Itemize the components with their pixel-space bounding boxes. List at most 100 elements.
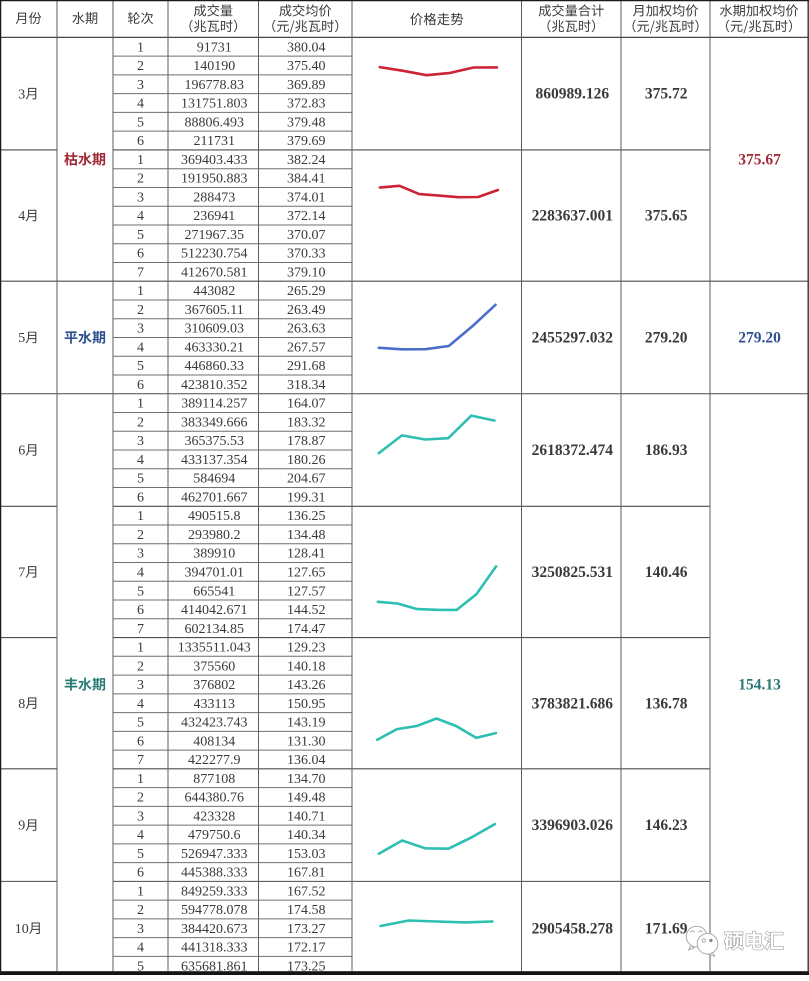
svg-text:6: 6 xyxy=(137,490,144,505)
svg-text:288473: 288473 xyxy=(193,190,235,205)
svg-text:146.23: 146.23 xyxy=(645,817,688,834)
svg-text:432423.743: 432423.743 xyxy=(181,716,248,731)
svg-text:3250825.531: 3250825.531 xyxy=(532,564,613,581)
svg-text:2905458.278: 2905458.278 xyxy=(532,920,614,937)
svg-text:375.67: 375.67 xyxy=(738,151,781,168)
svg-text:1: 1 xyxy=(137,153,144,168)
svg-text:140.18: 140.18 xyxy=(287,659,326,674)
svg-text:6: 6 xyxy=(137,378,144,393)
svg-text:3: 3 xyxy=(137,190,144,205)
svg-text:479750.6: 479750.6 xyxy=(188,828,241,843)
svg-text:2: 2 xyxy=(137,659,144,674)
svg-text:149.48: 149.48 xyxy=(287,791,326,806)
svg-text:375.72: 375.72 xyxy=(645,86,688,103)
svg-text:173.25: 173.25 xyxy=(287,959,326,974)
svg-text:2: 2 xyxy=(137,303,144,318)
svg-text:143.26: 143.26 xyxy=(287,678,326,693)
svg-text:8: 8 xyxy=(18,697,25,712)
svg-text:6: 6 xyxy=(137,603,144,618)
svg-text:178.87: 178.87 xyxy=(287,434,326,449)
svg-text:2618372.474: 2618372.474 xyxy=(532,442,614,459)
svg-text:3783821.686: 3783821.686 xyxy=(532,695,614,712)
svg-text:1: 1 xyxy=(137,772,144,787)
svg-text:3: 3 xyxy=(137,922,144,937)
svg-text:4: 4 xyxy=(137,941,144,956)
svg-text:128.41: 128.41 xyxy=(287,547,326,562)
svg-text:136.25: 136.25 xyxy=(287,509,326,524)
svg-text:367605.11: 367605.11 xyxy=(185,303,244,318)
svg-text:526947.333: 526947.333 xyxy=(181,847,248,862)
svg-text:860989.126: 860989.126 xyxy=(535,86,609,103)
svg-text:173.27: 173.27 xyxy=(287,922,326,937)
svg-text:6: 6 xyxy=(137,866,144,881)
svg-text:191950.883: 191950.883 xyxy=(181,172,248,187)
svg-text:2: 2 xyxy=(137,528,144,543)
svg-text:3: 3 xyxy=(137,809,144,824)
svg-text:1: 1 xyxy=(137,284,144,299)
svg-text:422277.9: 422277.9 xyxy=(188,753,241,768)
svg-text:136.04: 136.04 xyxy=(287,753,326,768)
svg-text:174.58: 174.58 xyxy=(287,903,326,918)
svg-text:5: 5 xyxy=(137,847,144,862)
svg-text:644380.76: 644380.76 xyxy=(185,791,245,806)
svg-text:4: 4 xyxy=(137,340,144,355)
svg-text:186.93: 186.93 xyxy=(645,442,688,459)
svg-text:408134: 408134 xyxy=(193,734,235,749)
svg-text:5: 5 xyxy=(137,228,144,243)
svg-text:140.71: 140.71 xyxy=(287,809,326,824)
svg-text:7: 7 xyxy=(137,753,144,768)
svg-text:140.34: 140.34 xyxy=(287,828,326,843)
svg-text:199.31: 199.31 xyxy=(287,490,326,505)
svg-text:153.03: 153.03 xyxy=(287,847,326,862)
svg-text:375560: 375560 xyxy=(193,659,235,674)
svg-text:380.04: 380.04 xyxy=(287,40,326,55)
svg-text:369403.433: 369403.433 xyxy=(181,153,248,168)
svg-text:423328: 423328 xyxy=(193,809,235,824)
svg-text:602134.85: 602134.85 xyxy=(185,622,245,637)
svg-text:370.33: 370.33 xyxy=(287,247,326,262)
svg-text:5: 5 xyxy=(137,959,144,974)
svg-text:5: 5 xyxy=(137,359,144,374)
svg-text:134.48: 134.48 xyxy=(287,528,326,543)
svg-text:174.47: 174.47 xyxy=(287,622,326,637)
svg-text:375.65: 375.65 xyxy=(645,208,688,225)
svg-text:370.07: 370.07 xyxy=(287,228,326,243)
svg-text:2: 2 xyxy=(137,59,144,74)
svg-text:445388.333: 445388.333 xyxy=(181,866,248,881)
svg-text:462701.667: 462701.667 xyxy=(181,490,248,505)
svg-text:5: 5 xyxy=(137,584,144,599)
svg-text:3: 3 xyxy=(137,678,144,693)
svg-text:443082: 443082 xyxy=(193,284,235,299)
svg-text:293980.2: 293980.2 xyxy=(188,528,241,543)
svg-text:423810.352: 423810.352 xyxy=(181,378,248,393)
svg-text:4: 4 xyxy=(137,97,144,112)
svg-text:384420.673: 384420.673 xyxy=(181,922,248,937)
svg-text:2: 2 xyxy=(137,791,144,806)
svg-text:265.29: 265.29 xyxy=(287,284,326,299)
svg-text:3: 3 xyxy=(18,87,25,102)
svg-text:5: 5 xyxy=(137,716,144,731)
svg-text:2: 2 xyxy=(137,415,144,430)
svg-text:4: 4 xyxy=(137,828,144,843)
svg-text:6: 6 xyxy=(137,734,144,749)
svg-text:394701.01: 394701.01 xyxy=(185,566,245,581)
svg-text:4: 4 xyxy=(137,697,144,712)
svg-text:10: 10 xyxy=(15,922,29,937)
svg-text:167.81: 167.81 xyxy=(287,866,326,881)
svg-text:150.95: 150.95 xyxy=(287,697,326,712)
svg-text:512230.754: 512230.754 xyxy=(181,247,248,262)
svg-text:463330.21: 463330.21 xyxy=(185,340,245,355)
svg-text:5: 5 xyxy=(137,472,144,487)
svg-text:849259.333: 849259.333 xyxy=(181,884,248,899)
svg-text:2: 2 xyxy=(137,903,144,918)
svg-text:365375.53: 365375.53 xyxy=(185,434,245,449)
svg-text:384.41: 384.41 xyxy=(287,172,326,187)
svg-text:369.89: 369.89 xyxy=(287,78,326,93)
svg-text:183.32: 183.32 xyxy=(287,415,326,430)
svg-text:127.65: 127.65 xyxy=(287,566,326,581)
svg-text:1: 1 xyxy=(137,397,144,412)
svg-text:594778.078: 594778.078 xyxy=(181,903,248,918)
svg-text:433113: 433113 xyxy=(194,697,235,712)
svg-text:441318.333: 441318.333 xyxy=(181,941,248,956)
svg-text:140190: 140190 xyxy=(193,59,235,74)
